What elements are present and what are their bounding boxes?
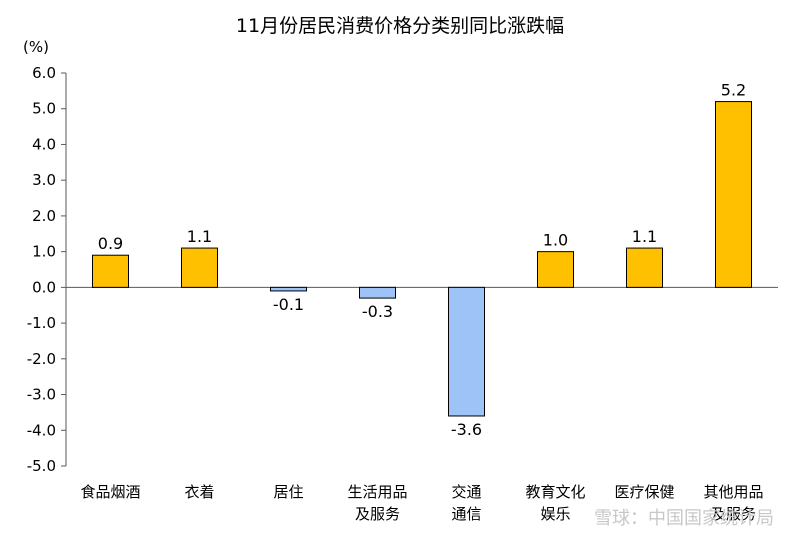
watermark: 雪球：中国国家统计局 <box>594 508 774 529</box>
x-category-label: 及服务 <box>711 505 756 523</box>
x-category-label: 居住 <box>273 483 303 501</box>
bars <box>92 101 752 417</box>
data-label: 1.0 <box>543 231 568 250</box>
data-label: 5.2 <box>721 81 746 100</box>
x-category-label: 及服务 <box>355 505 400 523</box>
y-tick-label: 4.0 <box>32 135 56 153</box>
y-tick-label: -5.0 <box>27 457 56 475</box>
y-tick-label: 6.0 <box>32 64 56 82</box>
y-tick-label: -4.0 <box>27 421 56 439</box>
y-unit-label: (%) <box>23 38 49 56</box>
data-label: -0.3 <box>362 302 393 321</box>
data-label: 1.1 <box>187 227 212 246</box>
bar <box>715 101 752 288</box>
x-category-label: 通信 <box>451 505 481 523</box>
y-tick-label: 3.0 <box>32 171 56 189</box>
x-category-label: 食品烟酒 <box>80 483 140 501</box>
y-tick-label: -1.0 <box>27 314 56 332</box>
y-tick-label: 5.0 <box>32 100 56 118</box>
x-category-label: 其他用品 <box>703 483 763 501</box>
data-label: 0.9 <box>98 234 123 253</box>
x-category-label: 教育文化 <box>525 483 585 501</box>
x-category-label: 医疗保健 <box>614 483 674 501</box>
bar <box>448 286 485 417</box>
bar <box>92 254 129 288</box>
bar <box>270 286 307 292</box>
bar <box>537 251 574 288</box>
y-tick-label: -2.0 <box>27 350 56 368</box>
bar <box>359 286 396 299</box>
x-category-label: 娱乐 <box>540 505 570 523</box>
data-label: -3.6 <box>451 420 482 439</box>
y-tick-label: 0.0 <box>32 278 56 296</box>
y-tick-label: -3.0 <box>27 386 56 404</box>
bar <box>626 247 663 288</box>
x-category-label: 衣着 <box>184 483 214 501</box>
data-labels: 0.9 1.1 -0.1 -0.3 -3.6 1.0 1.1 5.2 <box>98 81 746 439</box>
x-category-label: 交通 <box>451 483 481 501</box>
y-tick-label: 2.0 <box>32 207 56 225</box>
data-label: 1.1 <box>632 227 657 246</box>
data-label: -0.1 <box>273 295 304 314</box>
x-category-label: 生活用品 <box>347 483 407 501</box>
bar <box>181 247 218 288</box>
axes: 6.0 5.0 4.0 3.0 2.0 1.0 0.0 -1.0 -2.0 -3.0 -4.0 -5.… <box>27 64 778 475</box>
y-tick-label: 1.0 <box>32 243 56 261</box>
chart-title: 11月份居民消费价格分类别同比涨跌幅 <box>236 15 564 37</box>
